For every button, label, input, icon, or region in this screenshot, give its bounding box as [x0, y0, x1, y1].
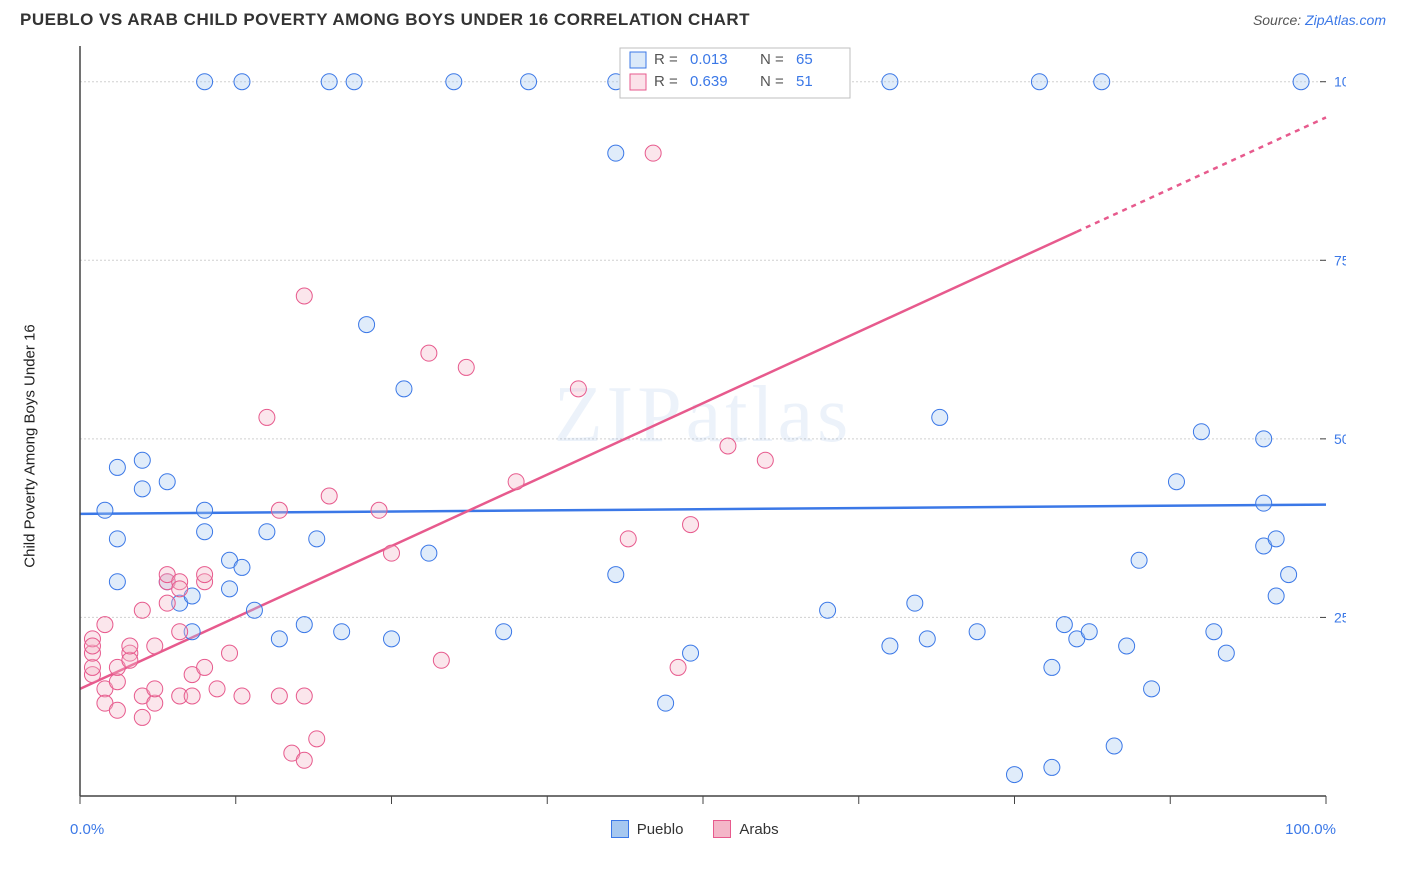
- bottom-legend: Pueblo Arabs: [611, 820, 779, 838]
- scatter-plot-svg: ZIPatlas 25.0% 50.0% 75.0% 100.0% R = 0.013 N =…: [60, 36, 1346, 816]
- legend-swatch-pueblo: [611, 820, 629, 838]
- x-axis-min-label: 0.0%: [70, 821, 104, 838]
- svg-text:50.0%: 50.0%: [1334, 431, 1346, 447]
- legend-item-arabs: Arabs: [713, 820, 778, 838]
- legend-label-pueblo: Pueblo: [637, 821, 684, 838]
- svg-text:N =: N =: [760, 73, 784, 90]
- svg-text:100.0%: 100.0%: [1334, 74, 1346, 90]
- x-axis-footer: 0.0% Pueblo Arabs 100.0%: [0, 820, 1406, 838]
- svg-text:R =: R =: [654, 73, 678, 90]
- source-attribution: Source: ZipAtlas.com: [1253, 12, 1386, 28]
- svg-text:ZIPatlas: ZIPatlas: [554, 371, 853, 459]
- plot-area: ZIPatlas 25.0% 50.0% 75.0% 100.0% R = 0.013 N =…: [60, 36, 1346, 816]
- svg-text:R =: R =: [654, 51, 678, 68]
- x-axis-max-label: 100.0%: [1285, 821, 1336, 838]
- legend-item-pueblo: Pueblo: [611, 820, 684, 838]
- source-link[interactable]: ZipAtlas.com: [1305, 12, 1386, 28]
- legend-label-arabs: Arabs: [739, 821, 778, 838]
- svg-text:0.013: 0.013: [690, 51, 728, 68]
- svg-text:25.0%: 25.0%: [1334, 609, 1346, 625]
- legend-swatch-arabs: [713, 820, 731, 838]
- y-axis-label: Child Poverty Among Boys Under 16: [22, 324, 39, 567]
- svg-text:51: 51: [796, 73, 813, 90]
- svg-text:N =: N =: [760, 51, 784, 68]
- svg-text:65: 65: [796, 51, 813, 68]
- svg-text:75.0%: 75.0%: [1334, 252, 1346, 268]
- chart-title: PUEBLO VS ARAB CHILD POVERTY AMONG BOYS …: [20, 10, 750, 30]
- svg-text:0.639: 0.639: [690, 73, 728, 90]
- source-prefix: Source:: [1253, 12, 1305, 28]
